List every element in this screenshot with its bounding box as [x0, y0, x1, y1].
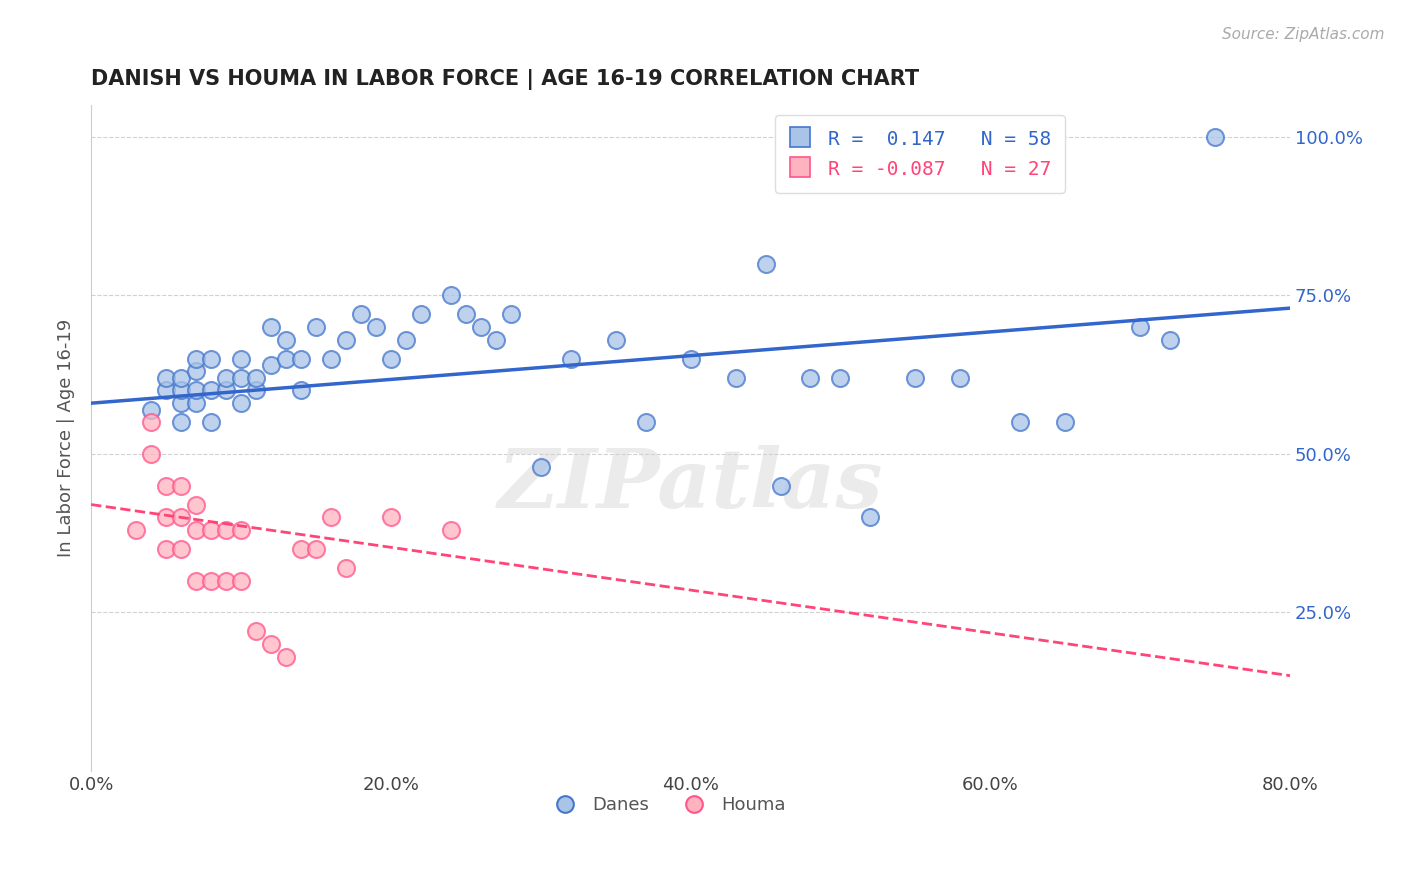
Point — [335, 333, 357, 347]
Point — [409, 308, 432, 322]
Point — [229, 351, 252, 366]
Point — [395, 333, 418, 347]
Point — [754, 257, 776, 271]
Point — [170, 371, 193, 385]
Point — [319, 351, 342, 366]
Point — [949, 371, 972, 385]
Point — [200, 574, 222, 588]
Point — [184, 498, 207, 512]
Point — [440, 288, 463, 302]
Point — [170, 415, 193, 429]
Point — [364, 320, 387, 334]
Point — [830, 371, 852, 385]
Point — [170, 384, 193, 398]
Point — [184, 523, 207, 537]
Y-axis label: In Labor Force | Age 16-19: In Labor Force | Age 16-19 — [58, 319, 75, 558]
Point — [200, 351, 222, 366]
Point — [454, 308, 477, 322]
Point — [139, 447, 162, 461]
Point — [215, 523, 238, 537]
Point — [319, 510, 342, 524]
Point — [245, 384, 267, 398]
Point — [155, 371, 177, 385]
Text: Source: ZipAtlas.com: Source: ZipAtlas.com — [1222, 27, 1385, 42]
Point — [380, 351, 402, 366]
Point — [290, 541, 312, 556]
Point — [200, 415, 222, 429]
Point — [499, 308, 522, 322]
Point — [1010, 415, 1032, 429]
Point — [155, 384, 177, 398]
Point — [229, 396, 252, 410]
Text: DANISH VS HOUMA IN LABOR FORCE | AGE 16-19 CORRELATION CHART: DANISH VS HOUMA IN LABOR FORCE | AGE 16-… — [91, 69, 920, 89]
Point — [139, 415, 162, 429]
Point — [290, 384, 312, 398]
Point — [170, 478, 193, 492]
Point — [170, 541, 193, 556]
Point — [679, 351, 702, 366]
Point — [170, 510, 193, 524]
Point — [245, 371, 267, 385]
Point — [184, 364, 207, 378]
Point — [260, 320, 283, 334]
Point — [605, 333, 627, 347]
Point — [184, 574, 207, 588]
Point — [1054, 415, 1077, 429]
Point — [1159, 333, 1181, 347]
Point — [335, 561, 357, 575]
Point — [769, 478, 792, 492]
Point — [350, 308, 373, 322]
Point — [380, 510, 402, 524]
Point — [229, 371, 252, 385]
Point — [560, 351, 582, 366]
Point — [799, 371, 821, 385]
Point — [1129, 320, 1152, 334]
Point — [200, 384, 222, 398]
Point — [200, 523, 222, 537]
Point — [904, 371, 927, 385]
Point — [125, 523, 148, 537]
Legend: Danes, Houma: Danes, Houma — [540, 789, 793, 822]
Point — [260, 358, 283, 372]
Point — [305, 541, 328, 556]
Point — [530, 459, 553, 474]
Point — [724, 371, 747, 385]
Point — [305, 320, 328, 334]
Point — [859, 510, 882, 524]
Point — [155, 541, 177, 556]
Point — [1204, 130, 1226, 145]
Point — [274, 649, 297, 664]
Point — [215, 574, 238, 588]
Point — [260, 637, 283, 651]
Point — [229, 574, 252, 588]
Point — [170, 396, 193, 410]
Point — [184, 396, 207, 410]
Point — [184, 384, 207, 398]
Point — [229, 523, 252, 537]
Point — [290, 351, 312, 366]
Point — [634, 415, 657, 429]
Point — [440, 523, 463, 537]
Point — [155, 478, 177, 492]
Point — [274, 333, 297, 347]
Point — [470, 320, 492, 334]
Point — [274, 351, 297, 366]
Point — [184, 351, 207, 366]
Point — [245, 624, 267, 639]
Point — [485, 333, 508, 347]
Point — [215, 371, 238, 385]
Point — [155, 510, 177, 524]
Point — [139, 402, 162, 417]
Point — [215, 384, 238, 398]
Text: ZIPatlas: ZIPatlas — [498, 444, 883, 524]
